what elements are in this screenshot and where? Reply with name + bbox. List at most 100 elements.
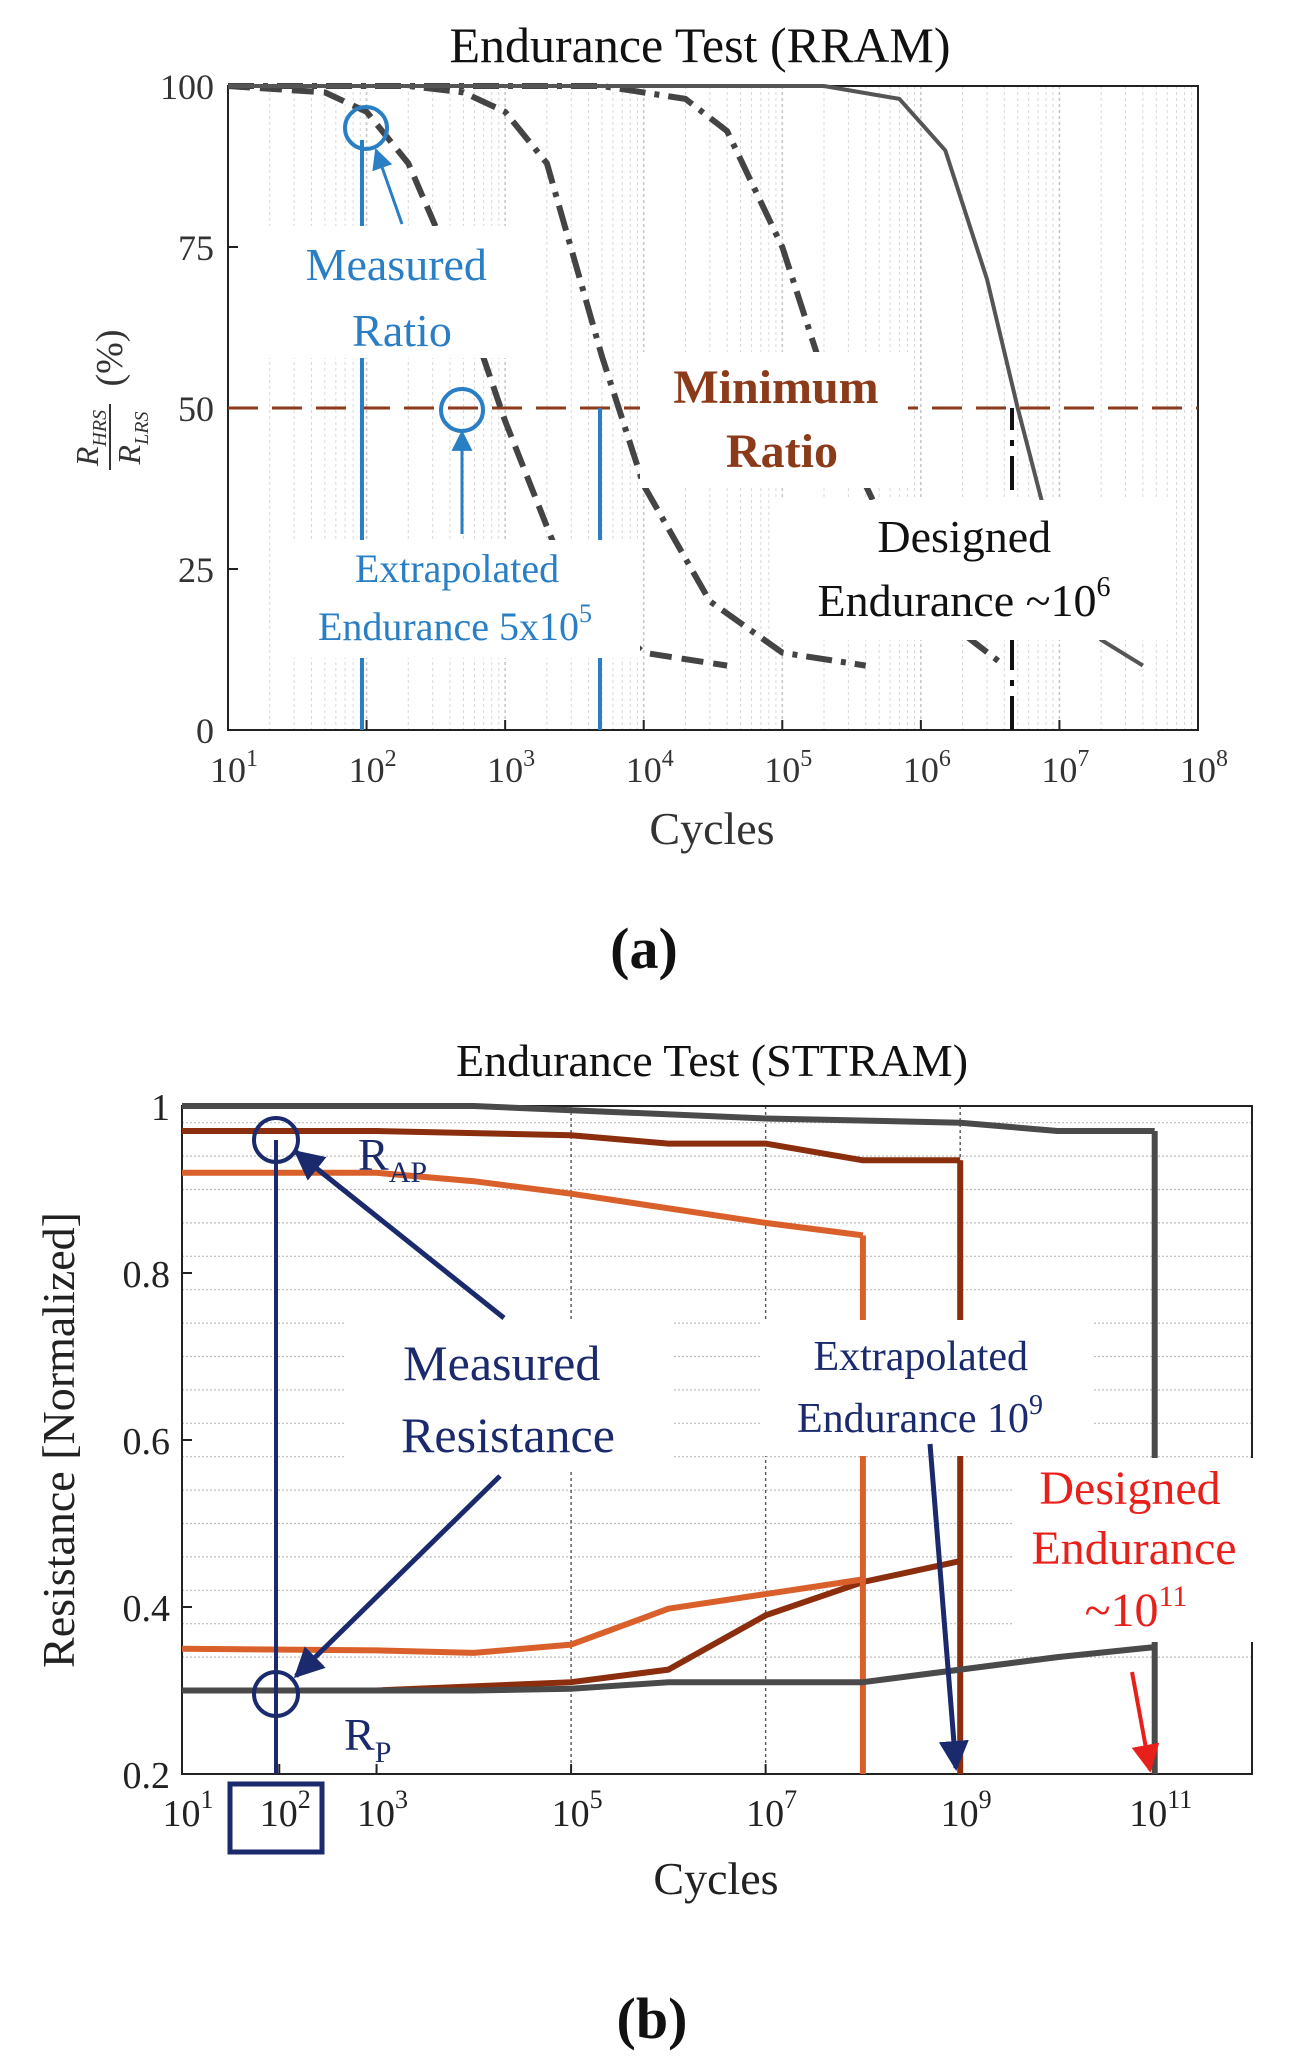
rram-x-tick-label: 108 [1180,746,1228,790]
extrapolated-endurance-label: Extrapolated Endurance 109 [797,1334,1043,1442]
extrapolated-circle-marker [439,387,485,433]
designed-endurance-label: Designed Endurance ~1011 [1031,1462,1248,1637]
designed-arrow [1130,1671,1160,1773]
sttram-x-label: Cycles [653,1853,778,1904]
measured-label-bg [268,226,530,358]
extrapolated-line2-base: Endurance 10 [797,1396,1029,1442]
sttram-x-ticks: 101 102 103 105 107 109 1011 [163,1764,1192,1835]
sttram-y-tick-label: 0.2 [123,1755,171,1797]
designed-line1: Designed [877,511,1051,562]
rram-y-tick-label: 50 [178,389,214,429]
measured-resistance-label: Measured Resistance [401,1335,615,1463]
svg-text:RHRS: RHRS [69,410,111,467]
extrapolated-line2-exp: 9 [1029,1390,1043,1421]
sttram-x-tick-label: 102 [260,1785,311,1835]
sttram-series-orange-p [181,1576,864,1656]
rram-series-curve-3 [228,83,1007,668]
measured-ratio-line2: Ratio [352,305,452,356]
sttram-y-tick-label: 0.6 [123,1421,171,1463]
figure-label-a: (a) [610,916,678,981]
measured-arrow-down [293,1474,502,1679]
sttram-series-gray-p [182,1644,1156,1694]
rram-series-curve-2 [228,83,867,669]
ylabel-num-main: R [69,446,105,467]
rram-x-tick-label: 107 [1041,746,1089,790]
measured-resistance-line1: Measured [403,1335,600,1391]
designed-label-bg [770,500,1170,640]
svg-text:RLRS: RLRS [111,412,153,466]
ylabel-den-sub: LRS [131,412,153,446]
extrapolated-line1: Extrapolated [813,1334,1028,1380]
extrapolated-label-bg [762,1320,1092,1456]
rram-x-tick-label: 105 [764,746,812,790]
rram-y-tick-label: 0 [196,711,214,751]
minimum-ratio-line1: Minimum [673,361,878,414]
extrapolated-line2-base: Endurance 5x10 [318,604,579,649]
rram-x-ticks: 101 102 103 104 105 106 107 108 [210,720,1228,790]
rram-x-tick-label: 101 [210,746,258,790]
minimum-ratio-line2: Ratio [726,425,838,478]
rram-x-tick-label: 102 [349,746,397,790]
sttram-x-tick-label: 109 [941,1785,992,1835]
designed-line2: Endurance [1031,1522,1236,1575]
sttram-x-tick-label: 103 [357,1785,408,1835]
designed-endurance-label: Designed Endurance ~106 [817,511,1110,626]
measured-resistance-bg [344,1320,674,1470]
rp-circle-marker [252,1670,300,1718]
rap-main: R [358,1129,389,1180]
measured-circle-marker [343,105,389,151]
rram-title: Endurance Test (RRAM) [449,17,950,73]
sttram-x-tick-label: 105 [552,1785,603,1835]
extrapolated-line1: Extrapolated [355,546,559,591]
rp-main: R [344,1709,375,1760]
sttram-x-tick-label: 107 [746,1785,797,1835]
sttram-y-tick-label: 0.4 [123,1588,171,1630]
rram-y-tick-label: 100 [160,67,214,107]
designed-line3-base: ~10 [1085,1584,1159,1637]
sttram-chart: Endurance Test (STTRAM) 0.2 0.4 0.6 0.8 1 10… [33,1035,1272,1904]
rram-y-ticks: 0 25 50 75 100 [160,67,238,751]
ylabel-num-sub: HRS [89,410,111,448]
designed-line2-base: Endurance ~10 [817,575,1096,626]
rap-circle-marker [252,1116,300,1164]
rram-series-curve-1 [227,83,728,669]
designed-line1: Designed [1039,1462,1220,1515]
measured-resistance-line2: Resistance [401,1407,615,1463]
minimum-ratio-label: Minimum Ratio [673,361,890,478]
extrapolated-line2-exp: 5 [579,599,592,628]
sttram-x-tick-label: 1011 [1129,1785,1192,1835]
rram-y-tick-label: 25 [178,550,214,590]
designed-line3-exp: 11 [1159,1580,1188,1613]
sttram-y-tick-label: 0.8 [123,1254,171,1296]
extrapolated-arrow [927,1443,969,1771]
measured-ratio-label: Measured Ratio [306,239,499,356]
sttram-x-tick-label: 101 [163,1785,214,1835]
sttram-title: Endurance Test (STTRAM) [456,1035,968,1086]
sttram-y-tick-label: 1 [151,1087,170,1129]
rram-y-tick-label: 75 [178,228,214,268]
rap-label: RAP [358,1129,427,1189]
sttram-series-orange-ap [182,1169,864,1239]
extrapolated-endurance-label: Extrapolated Endurance 5x105 [318,546,592,649]
sttram-series-dark-ap [182,1128,961,1164]
figure-label-b: (b) [617,1986,688,2051]
rram-x-tick-label: 106 [903,746,951,790]
measured-arrow-up [293,1150,506,1320]
sttram-y-ticks: 0.2 0.4 0.6 0.8 1 [123,1087,192,1797]
rram-x-tick-label: 103 [487,746,535,790]
highlight-box-1e2 [227,1781,325,1855]
measured-arrow [372,148,404,225]
rap-sub: AP [389,1156,427,1189]
designed-line2-exp: 6 [1097,572,1111,603]
rp-label: RP [344,1709,391,1769]
rram-x-tick-label: 104 [626,746,674,790]
extrapolated-label-bg [276,540,640,658]
rram-x-label: Cycles [649,803,774,854]
sttram-y-label: Resistance [Normalized] [33,1212,84,1668]
rram-y-label: RHRS RLRS (%) [69,330,153,470]
ylabel-den-main: R [111,444,147,465]
rp-sub: P [375,1736,392,1769]
sttram-series-gray-ap [182,1103,1155,1134]
